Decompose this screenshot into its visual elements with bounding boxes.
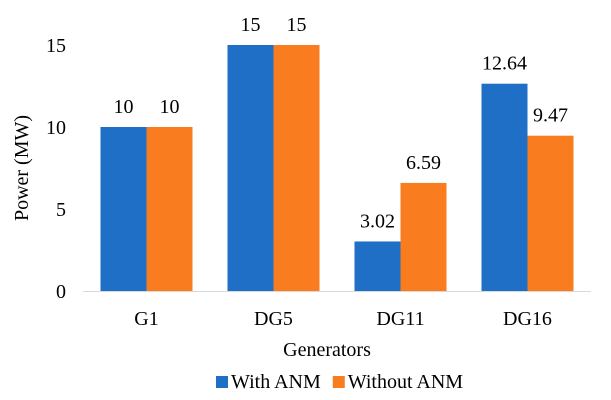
data-label: 6.59 [406, 152, 441, 174]
data-label: 9.47 [533, 105, 568, 127]
bar [400, 182, 447, 291]
bar [100, 127, 147, 291]
y-axis-ticks: 0 5 10 15 [46, 35, 66, 303]
x-axis-ticks: G1 DG5 DG11 DG16 [134, 308, 552, 330]
y-tick-label: 5 [56, 199, 66, 221]
x-tick-label: DG11 [376, 308, 424, 330]
data-label: 3.02 [360, 210, 395, 232]
legend: With ANM Without ANM [216, 371, 463, 393]
legend-swatch [332, 376, 345, 388]
legend-swatch [216, 376, 228, 388]
y-axis-title: Power (MW) [11, 115, 33, 221]
bars [100, 45, 574, 291]
bar [146, 127, 193, 291]
bar [273, 45, 320, 291]
data-label: 15 [287, 14, 307, 36]
y-tick-label: 0 [56, 281, 66, 303]
x-tick-label: DG16 [503, 308, 552, 330]
x-axis-title: Generators [283, 339, 371, 361]
bar [527, 135, 574, 291]
bar [354, 241, 401, 291]
data-label: 10 [160, 96, 180, 118]
data-label: 10 [114, 96, 134, 118]
y-tick-label: 15 [46, 35, 66, 57]
x-tick-label: G1 [134, 308, 158, 330]
data-label: 12.64 [482, 53, 527, 75]
y-tick-label: 10 [46, 117, 66, 139]
data-labels: 10 10 15 15 3.02 6.59 12.64 9.47 [114, 14, 569, 232]
data-label: 15 [241, 14, 261, 36]
legend-label: With ANM [231, 371, 321, 393]
bar [227, 45, 274, 291]
x-tick-label: DG5 [254, 308, 293, 330]
bar [481, 83, 528, 291]
legend-label: Without ANM [348, 371, 464, 393]
